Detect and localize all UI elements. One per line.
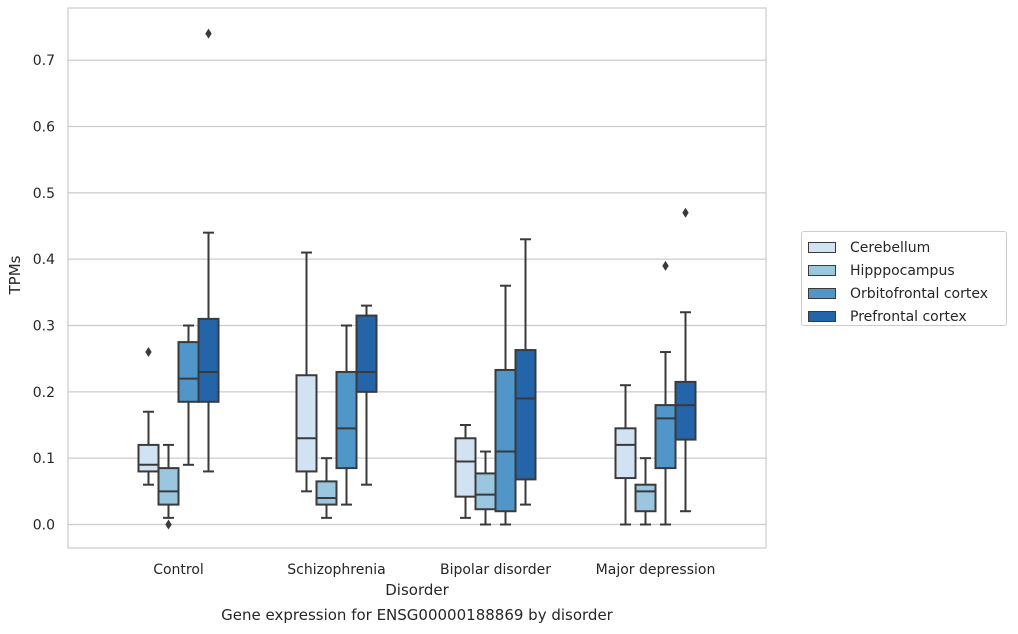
boxes-layer xyxy=(137,28,697,530)
outlier-point xyxy=(682,207,689,218)
box-iqr xyxy=(454,437,477,498)
box-prefrontal-cortex xyxy=(514,238,537,506)
box-hipppocampus xyxy=(634,457,657,526)
legend-item: Prefrontal cortex xyxy=(808,305,1006,328)
legend-swatch xyxy=(808,265,836,276)
outlier-point xyxy=(662,260,669,271)
box-iqr xyxy=(157,467,180,506)
box-orbitofrontal-cortex xyxy=(494,284,517,526)
box-iqr xyxy=(654,404,677,470)
outlier-point xyxy=(205,28,212,39)
box-cerebellum xyxy=(295,251,318,493)
box-iqr xyxy=(137,443,160,473)
box-hipppocampus xyxy=(157,443,180,530)
y-axis-label: TPMs xyxy=(6,255,24,295)
box-iqr xyxy=(177,341,200,403)
legend-label: Cerebellum xyxy=(850,239,931,256)
y-tick-label: 0.5 xyxy=(33,186,55,202)
legend-swatch xyxy=(808,242,836,253)
legend-label: Prefrontal cortex xyxy=(850,308,967,325)
x-tick-label: Bipolar disorder xyxy=(440,562,551,578)
box-iqr xyxy=(634,483,657,513)
box-prefrontal-cortex xyxy=(355,304,378,486)
y-tick-label: 0.4 xyxy=(33,252,55,268)
plot-frame xyxy=(67,7,767,549)
box-iqr xyxy=(494,368,517,513)
y-tick-label: 0.1 xyxy=(33,451,55,467)
legend-item: Hipppocampus xyxy=(808,259,1006,282)
box-orbitofrontal-cortex xyxy=(177,324,200,466)
legend-item: Orbitofrontal cortex xyxy=(808,282,1006,305)
box-iqr xyxy=(355,314,378,393)
box-prefrontal-cortex xyxy=(674,207,697,513)
box-iqr xyxy=(335,370,358,470)
box-hipppocampus xyxy=(315,457,338,519)
legend: Cerebellum Hipppocampus Orbitofrontal cort… xyxy=(801,231,1007,326)
y-tick-label: 0.7 xyxy=(33,53,55,69)
box-hipppocampus xyxy=(474,450,497,526)
x-tick-labels: Control Schizophrenia Bipolar disorder Majo… xyxy=(153,562,715,578)
box-iqr xyxy=(295,374,318,473)
y-tick-label: 0.6 xyxy=(33,120,55,136)
y-tick-label: 0.0 xyxy=(33,518,55,534)
y-tick-label: 0.3 xyxy=(33,319,55,335)
legend-label: Orbitofrontal cortex xyxy=(850,285,988,302)
x-axis-label: Disorder xyxy=(385,581,449,599)
legend-label: Hipppocampus xyxy=(850,262,955,279)
box-iqr xyxy=(474,472,497,511)
box-iqr xyxy=(614,427,637,480)
box-iqr xyxy=(197,317,220,403)
legend-swatch xyxy=(808,311,836,322)
box-orbitofrontal-cortex xyxy=(654,260,677,526)
box-iqr xyxy=(315,480,338,506)
figure-caption: Gene expression for ENSG00000188869 by d… xyxy=(221,606,613,624)
box-prefrontal-cortex xyxy=(197,28,220,473)
y-tick-label: 0.2 xyxy=(33,385,55,401)
box-iqr xyxy=(514,349,537,481)
box-iqr xyxy=(674,380,697,441)
legend-item: Cerebellum xyxy=(808,236,1006,259)
x-tick-label: Major depression xyxy=(596,562,716,578)
box-cerebellum xyxy=(454,424,477,519)
box-cerebellum xyxy=(137,347,160,486)
legend-swatch xyxy=(808,288,836,299)
x-tick-label: Schizophrenia xyxy=(287,562,385,578)
box-orbitofrontal-cortex xyxy=(335,324,358,506)
box-cerebellum xyxy=(614,384,637,526)
y-tick-labels: 0.0 0.1 0.2 0.3 0.4 0.5 0.6 0.7 xyxy=(33,53,55,533)
outlier-point xyxy=(165,519,172,530)
x-tick-label: Control xyxy=(153,562,204,578)
outlier-point xyxy=(145,347,152,358)
